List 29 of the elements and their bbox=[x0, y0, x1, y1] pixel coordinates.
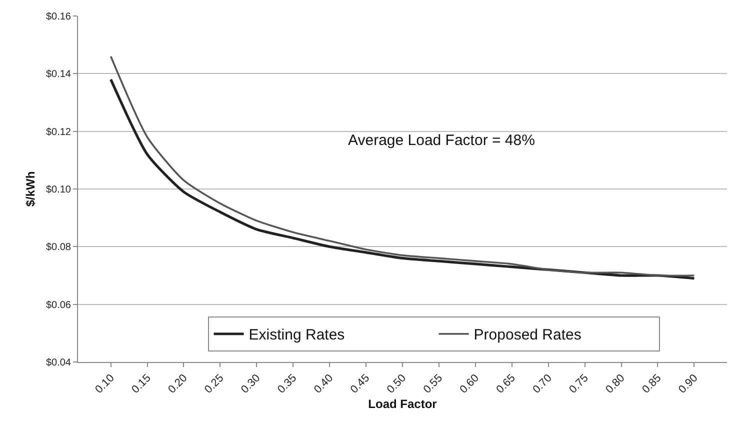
x-tick-label: 0.50 bbox=[384, 372, 409, 396]
y-tick-label: $0.14 bbox=[46, 69, 72, 80]
x-tick-label: 0.55 bbox=[421, 372, 445, 396]
y-tick-label: $0.12 bbox=[46, 126, 72, 138]
x-tick-label: 0.85 bbox=[640, 372, 664, 396]
legend-label: Existing Rates bbox=[248, 326, 345, 344]
x-tick-label: 0.80 bbox=[604, 372, 628, 396]
y-tick-label: $0.10 bbox=[46, 184, 72, 196]
x-tick-label: 0.70 bbox=[530, 372, 554, 396]
x-tick-label: 0.45 bbox=[348, 372, 372, 396]
legend-label: Proposed Rates bbox=[474, 326, 582, 344]
x-tick-label: 0.90 bbox=[676, 372, 700, 396]
y-tick-label: $0.16 bbox=[46, 12, 72, 22]
x-axis-title: Load Factor bbox=[368, 396, 438, 411]
x-tick-label: 0.15 bbox=[130, 372, 154, 396]
x-tick-label: 0.60 bbox=[458, 372, 482, 396]
annotation: Average Load Factor = 48% bbox=[348, 132, 535, 149]
x-tick-label: 0.20 bbox=[166, 372, 190, 396]
x-tick-label: 0.30 bbox=[239, 372, 263, 396]
x-tick-label: 0.40 bbox=[312, 372, 336, 396]
y-axis-title: $/kWh bbox=[23, 171, 38, 207]
x-tick-label: 0.75 bbox=[567, 372, 591, 396]
x-tick-label: 0.10 bbox=[93, 372, 117, 396]
x-tick-label: 0.25 bbox=[202, 372, 226, 396]
x-tick-label: 0.35 bbox=[276, 372, 300, 396]
x-tick-label: 0.65 bbox=[494, 372, 518, 396]
y-tick-label: $0.04 bbox=[46, 358, 72, 368]
y-tick-label: $0.06 bbox=[46, 300, 72, 311]
y-tick-label: $0.08 bbox=[46, 242, 72, 254]
